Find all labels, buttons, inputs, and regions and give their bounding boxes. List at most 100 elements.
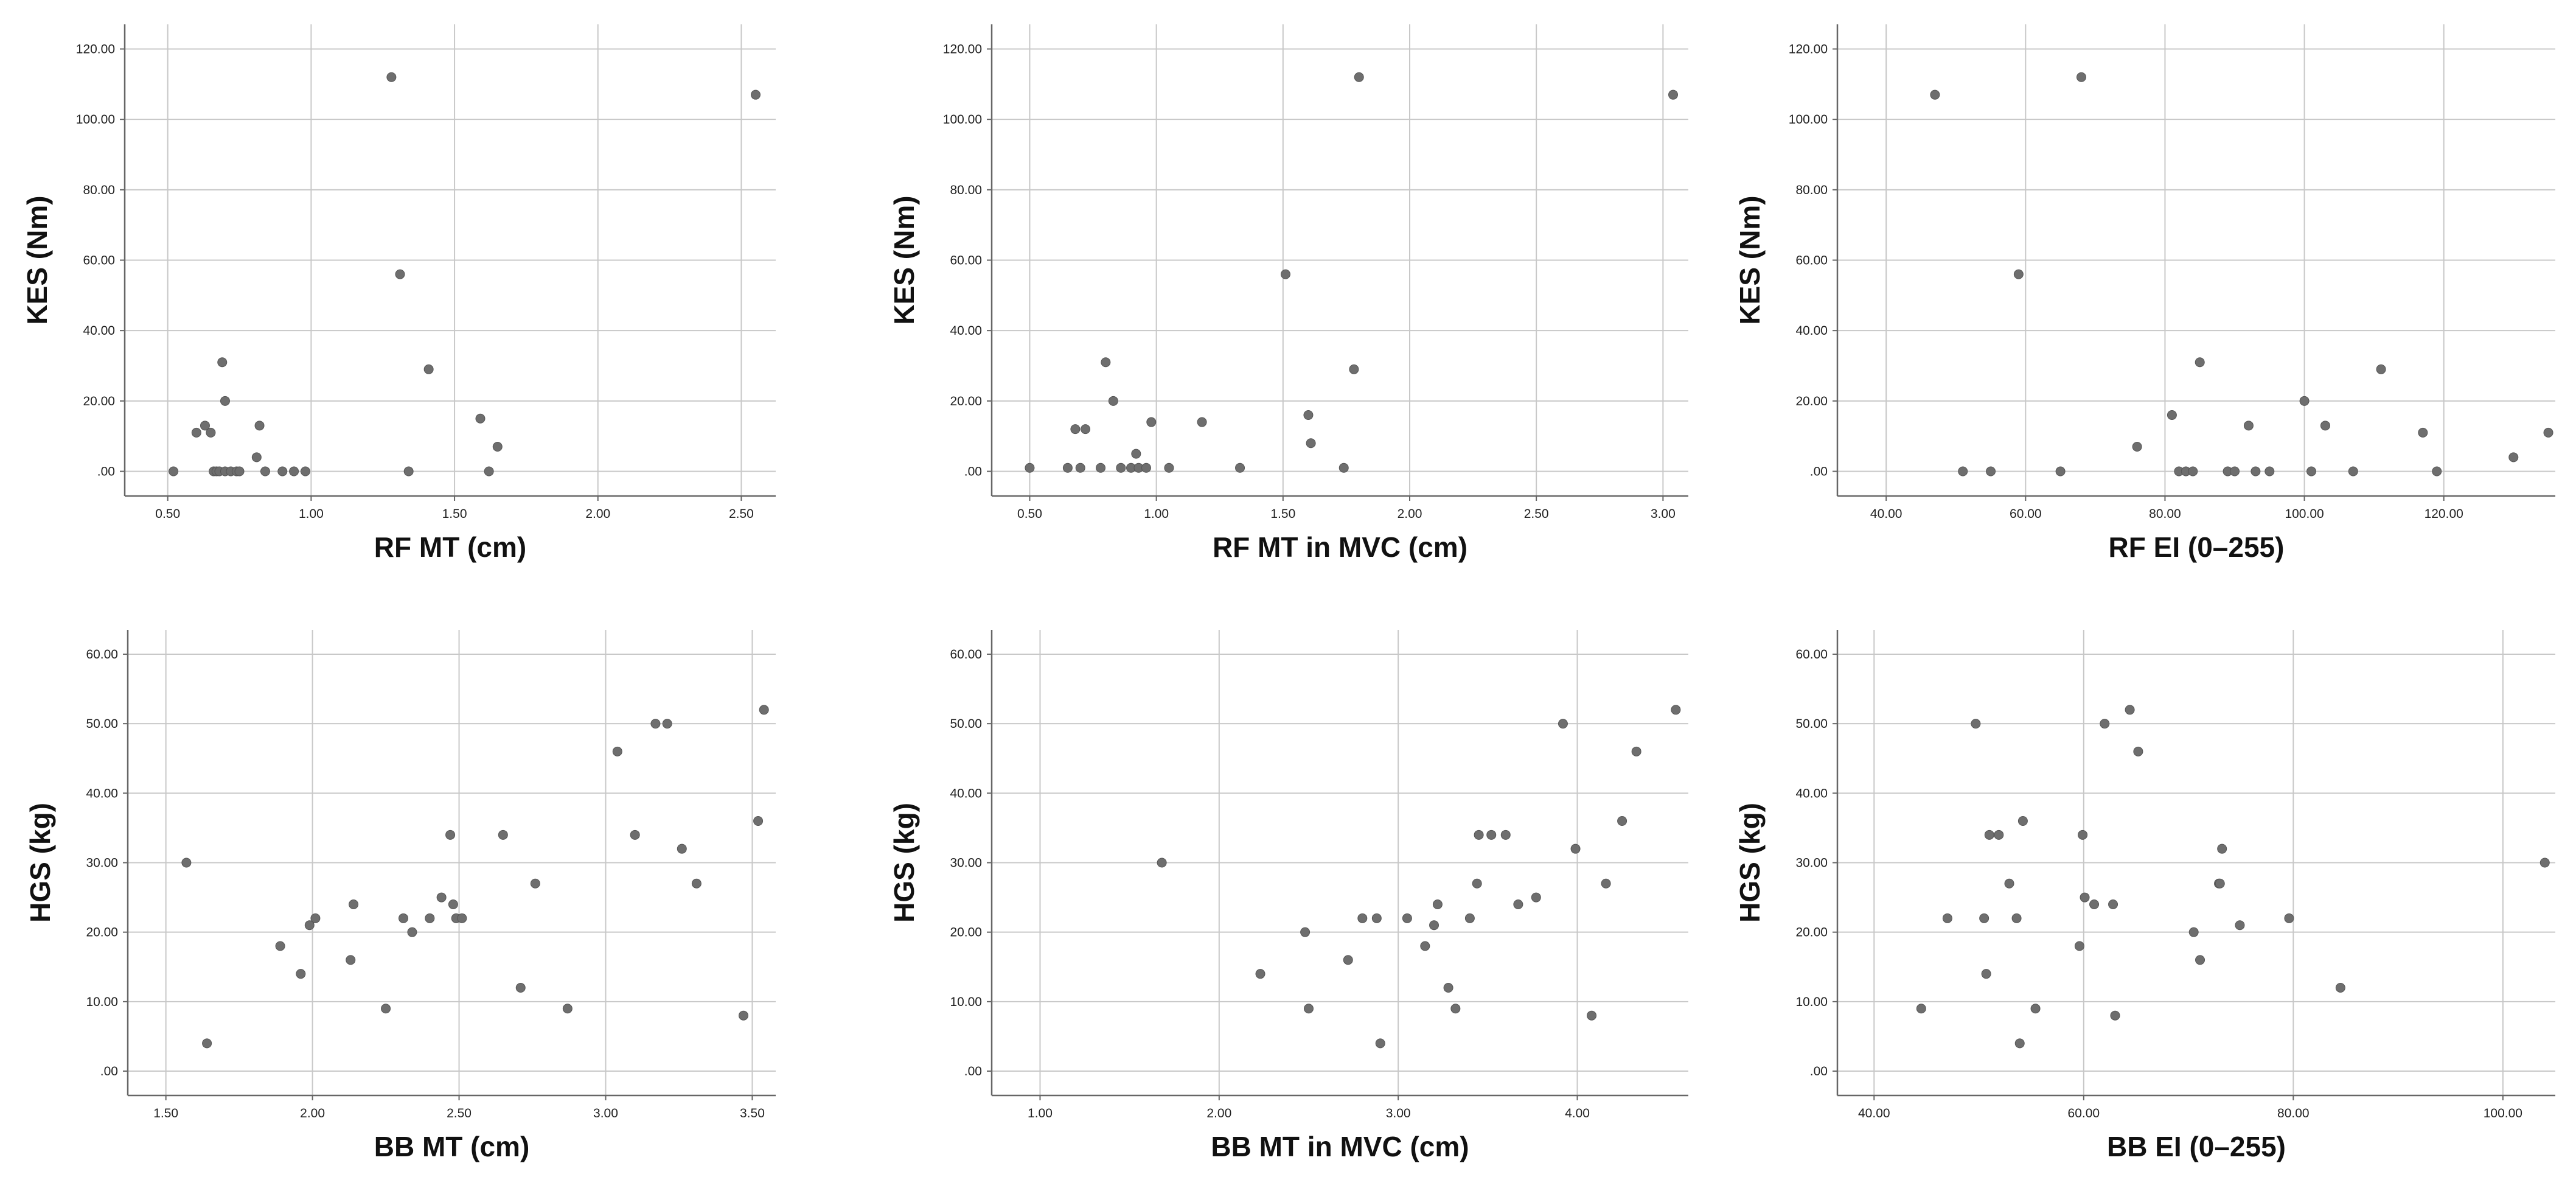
- data-point: [346, 955, 356, 965]
- x-tick-label: 40.00: [1858, 1106, 1890, 1120]
- data-point: [310, 913, 321, 923]
- data-point: [386, 72, 397, 82]
- data-point: [1235, 463, 1245, 473]
- y-tick-label: 30.00: [86, 856, 118, 870]
- data-point: [475, 413, 486, 424]
- x-tick-label: 2.00: [585, 507, 610, 521]
- data-point: [2108, 899, 2118, 910]
- data-point: [1531, 892, 1541, 903]
- data-point: [200, 421, 210, 431]
- data-point: [254, 421, 265, 431]
- x-tick-label: 80.00: [2277, 1106, 2310, 1120]
- y-tick-label: 60.00: [950, 648, 982, 662]
- x-tick-label: 2.50: [1524, 507, 1549, 521]
- data-point: [2539, 857, 2550, 868]
- y-tick-label: 50.00: [950, 717, 982, 731]
- y-tick-label: 60.00: [1795, 648, 1828, 662]
- y-tick-label: .00: [1810, 465, 1828, 479]
- scatter-plot-4: 1.50 2.00 2.50 3.00 3.50 .00 10.00 20.00 30.00 40…: [24, 630, 776, 1162]
- data-point: [2251, 466, 2261, 477]
- x-tick-label: 1.00: [1144, 507, 1169, 521]
- x-axis-title: RF MT (cm): [374, 531, 526, 563]
- data-point: [2418, 427, 2428, 438]
- y-tick-label: 120.00: [1789, 42, 1828, 56]
- x-axis-title: RF MT in MVC (cm): [1213, 531, 1467, 563]
- data-point: [1371, 913, 1382, 923]
- data-point: [2017, 816, 2028, 826]
- data-point: [1146, 417, 1157, 427]
- data-point: [1979, 913, 1989, 923]
- data-point: [751, 89, 761, 100]
- data-point: [1916, 1004, 1926, 1014]
- data-point: [1354, 72, 1364, 82]
- data-point: [1096, 463, 1106, 473]
- data-point: [2188, 466, 2198, 477]
- data-point: [300, 466, 310, 477]
- y-tick-label: 40.00: [950, 786, 982, 800]
- data-point: [1668, 89, 1679, 100]
- data-point: [191, 427, 201, 438]
- y-tick-label: 40.00: [950, 324, 982, 338]
- x-tick-label: 60.00: [2010, 507, 2042, 521]
- x-tick-label: 3.00: [1651, 507, 1676, 521]
- data-point: [1131, 449, 1141, 459]
- data-point: [398, 913, 408, 923]
- y-tick-label: 20.00: [83, 394, 115, 408]
- data-point: [2074, 941, 2084, 951]
- y-axis-title: HGS (kg): [1734, 803, 1766, 923]
- data-point: [759, 705, 769, 715]
- data-point: [381, 1004, 391, 1014]
- y-tick-label: .00: [964, 1064, 982, 1078]
- data-point: [1671, 705, 1681, 715]
- x-tick-label: 2.50: [729, 507, 754, 521]
- y-tick-label: 100.00: [76, 113, 115, 127]
- data-point: [425, 913, 435, 923]
- data-point: [234, 466, 245, 477]
- y-tick-label: .00: [100, 1064, 118, 1078]
- y-tick-label: 60.00: [1795, 254, 1828, 268]
- data-point: [2100, 719, 2110, 729]
- y-axis-title: KES (Nm): [1734, 195, 1766, 324]
- data-point: [1429, 920, 1439, 931]
- data-point: [1375, 1038, 1385, 1049]
- data-point: [562, 1004, 573, 1014]
- x-tick-label: 1.00: [299, 507, 324, 521]
- y-axis-title: KES (Nm): [21, 195, 53, 324]
- data-point: [217, 357, 228, 368]
- data-point: [1958, 466, 1968, 477]
- data-point: [2132, 442, 2142, 452]
- y-tick-label: 100.00: [943, 113, 982, 127]
- data-point: [181, 857, 192, 868]
- y-tick-label: 40.00: [86, 786, 118, 800]
- data-point: [2076, 72, 2086, 82]
- data-point: [1197, 417, 1207, 427]
- data-point: [2004, 878, 2014, 889]
- data-point: [2348, 466, 2358, 477]
- x-tick-label: 3.00: [593, 1106, 618, 1120]
- x-tick-label: 1.50: [442, 507, 467, 521]
- y-tick-label: 20.00: [1795, 394, 1828, 408]
- y-axis-title: KES (Nm): [888, 195, 920, 324]
- data-point: [403, 466, 414, 477]
- y-tick-label: 40.00: [1795, 786, 1828, 800]
- data-point: [1070, 424, 1081, 435]
- y-tick-label: 10.00: [1795, 995, 1828, 1009]
- data-point: [1500, 830, 1511, 840]
- x-axis-title: RF EI (0–255): [2109, 531, 2285, 563]
- data-point: [1631, 746, 1641, 756]
- x-tick-label: 80.00: [2149, 507, 2181, 521]
- data-point: [1464, 913, 1475, 923]
- data-point: [738, 1010, 748, 1021]
- data-point: [530, 878, 540, 889]
- data-point: [677, 843, 687, 854]
- data-point: [1986, 466, 1996, 477]
- y-tick-label: 80.00: [1795, 183, 1828, 197]
- x-tick-label: 2.00: [300, 1106, 325, 1120]
- y-tick-label: 40.00: [83, 324, 115, 338]
- data-point: [2195, 357, 2205, 368]
- x-tick-label: 1.50: [1270, 507, 1295, 521]
- data-point: [2432, 466, 2442, 477]
- data-point: [1101, 357, 1111, 368]
- y-tick-label: 20.00: [86, 926, 118, 940]
